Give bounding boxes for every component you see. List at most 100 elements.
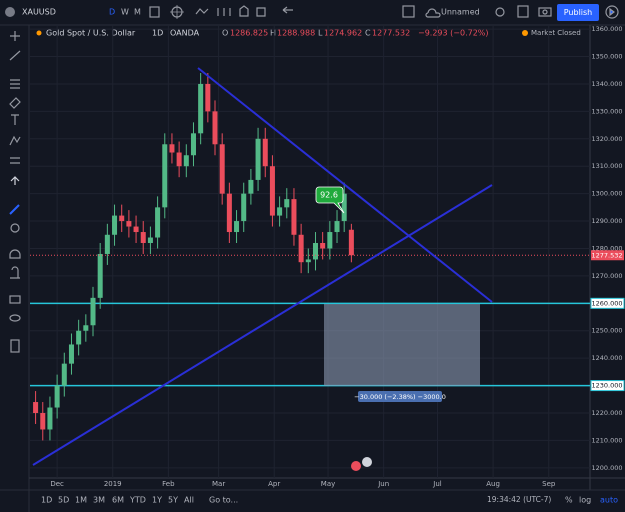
- candle-body: [255, 138, 261, 180]
- x-tick-label: Apr: [268, 480, 280, 488]
- range-button[interactable]: 6M: [112, 496, 124, 505]
- candle-body: [119, 215, 125, 222]
- ohlc-label: O: [222, 29, 228, 38]
- avatar[interactable]: [5, 7, 15, 17]
- x-tick-label: Aug: [486, 480, 500, 488]
- candle-body: [212, 111, 218, 145]
- toolbar-icons[interactable]: [149, 5, 619, 19]
- symbol[interactable]: XAUUSD: [22, 8, 56, 17]
- y-tick-label: 1310.000: [591, 162, 622, 170]
- candle-body: [112, 215, 118, 235]
- candle-body: [277, 207, 283, 216]
- y-tick-label: 1300.000: [591, 190, 622, 198]
- x-tick-label: Jun: [377, 480, 389, 488]
- candle-body: [133, 226, 139, 233]
- candle-body: [226, 193, 232, 233]
- candle-body: [54, 385, 60, 408]
- events: [351, 457, 372, 471]
- candle-body: [190, 133, 196, 156]
- y-tick-label: 1200.000: [591, 464, 622, 472]
- x-tick-label: Jul: [432, 480, 442, 488]
- top-toolbar: [0, 0, 625, 25]
- candle-body: [312, 242, 318, 260]
- callout: [315, 186, 345, 214]
- range-button[interactable]: 1M: [75, 496, 87, 505]
- ohlc-value: 1274.962: [324, 29, 362, 38]
- scale-option[interactable]: %: [565, 496, 573, 505]
- y-tick-label: 1290.000: [591, 217, 622, 225]
- y-tick-label: 1360.000: [591, 25, 622, 33]
- last-price-box: [591, 250, 624, 261]
- clock: 19:34:42 (UTC-7): [487, 495, 551, 504]
- measure-label: −30.000 (−2.38%) −3000.0: [354, 393, 446, 401]
- level-label: 1260.000: [591, 299, 622, 307]
- ohlc-label: H: [270, 29, 276, 38]
- x-tick-label: May: [321, 480, 335, 488]
- x-tick-label: Feb: [162, 480, 175, 488]
- plot: [30, 25, 590, 478]
- candle-body: [348, 229, 354, 256]
- ohlc-value: 1286.825: [230, 29, 268, 38]
- status-dot: [36, 30, 42, 36]
- candle-body: [126, 221, 132, 227]
- candle-body: [320, 242, 326, 249]
- goto[interactable]: Go to...: [209, 496, 238, 505]
- candle-body: [291, 199, 297, 235]
- layout-name[interactable]: Unnamed: [441, 8, 480, 17]
- candle-body: [205, 83, 211, 112]
- trend-line: [197, 67, 493, 303]
- candle-body: [219, 144, 225, 194]
- y-tick-label: 1220.000: [591, 409, 622, 417]
- candle-body: [262, 138, 268, 167]
- range-button[interactable]: YTD: [129, 496, 146, 505]
- candle-body: [305, 259, 311, 263]
- callout-text: 92.6: [320, 191, 338, 200]
- interval[interactable]: D: [109, 8, 115, 17]
- range-button[interactable]: 5D: [58, 496, 69, 505]
- candle-body: [140, 232, 146, 243]
- ohlc-value: 1288.988: [277, 29, 315, 38]
- candle-body: [248, 179, 254, 194]
- publish-button[interactable]: [557, 4, 599, 21]
- ohlc-label: L: [318, 29, 323, 38]
- x-tick-label: 2019: [104, 480, 122, 488]
- y-tick-label: 1280.000: [591, 244, 622, 252]
- x-tick-label: Mar: [212, 480, 225, 488]
- scale-option[interactable]: auto: [600, 496, 618, 505]
- candle-body: [83, 325, 89, 331]
- candle-body: [183, 155, 189, 167]
- y-tick-label: 1250.000: [591, 327, 622, 335]
- candle-body: [169, 144, 175, 153]
- publish-label[interactable]: Publish: [564, 8, 593, 17]
- candle-body: [97, 253, 103, 298]
- interval[interactable]: M: [134, 8, 141, 17]
- candle-body: [155, 207, 161, 238]
- y-tick-label: 1340.000: [591, 80, 622, 88]
- range-button[interactable]: 5Y: [168, 496, 178, 505]
- candle-body: [162, 144, 168, 208]
- candle-body: [40, 413, 46, 430]
- candle-body: [47, 407, 53, 430]
- candle-body: [61, 363, 67, 386]
- range-button[interactable]: 3M: [93, 496, 105, 505]
- market-status: Market Closed: [531, 29, 581, 37]
- range-button[interactable]: 1Y: [152, 496, 162, 505]
- candle-body: [90, 297, 96, 326]
- y-tick-label: 1240.000: [591, 354, 622, 362]
- candle-body: [327, 232, 333, 249]
- scale-option[interactable]: log: [579, 496, 591, 505]
- candle-body: [147, 237, 153, 243]
- range-button[interactable]: All: [184, 496, 194, 505]
- level-label-box: [590, 297, 625, 309]
- candle-body: [334, 221, 340, 233]
- y-tick-label: 1320.000: [591, 135, 622, 143]
- range-button[interactable]: 1D: [41, 496, 52, 505]
- y-tick-label: 1350.000: [591, 53, 622, 61]
- interval: 1D: [152, 29, 163, 38]
- interval[interactable]: W: [121, 8, 129, 17]
- candle-body: [104, 234, 110, 254]
- drawing-tools[interactable]: [9, 31, 21, 353]
- instrument: Gold Spot / U.S. Dollar: [46, 29, 136, 38]
